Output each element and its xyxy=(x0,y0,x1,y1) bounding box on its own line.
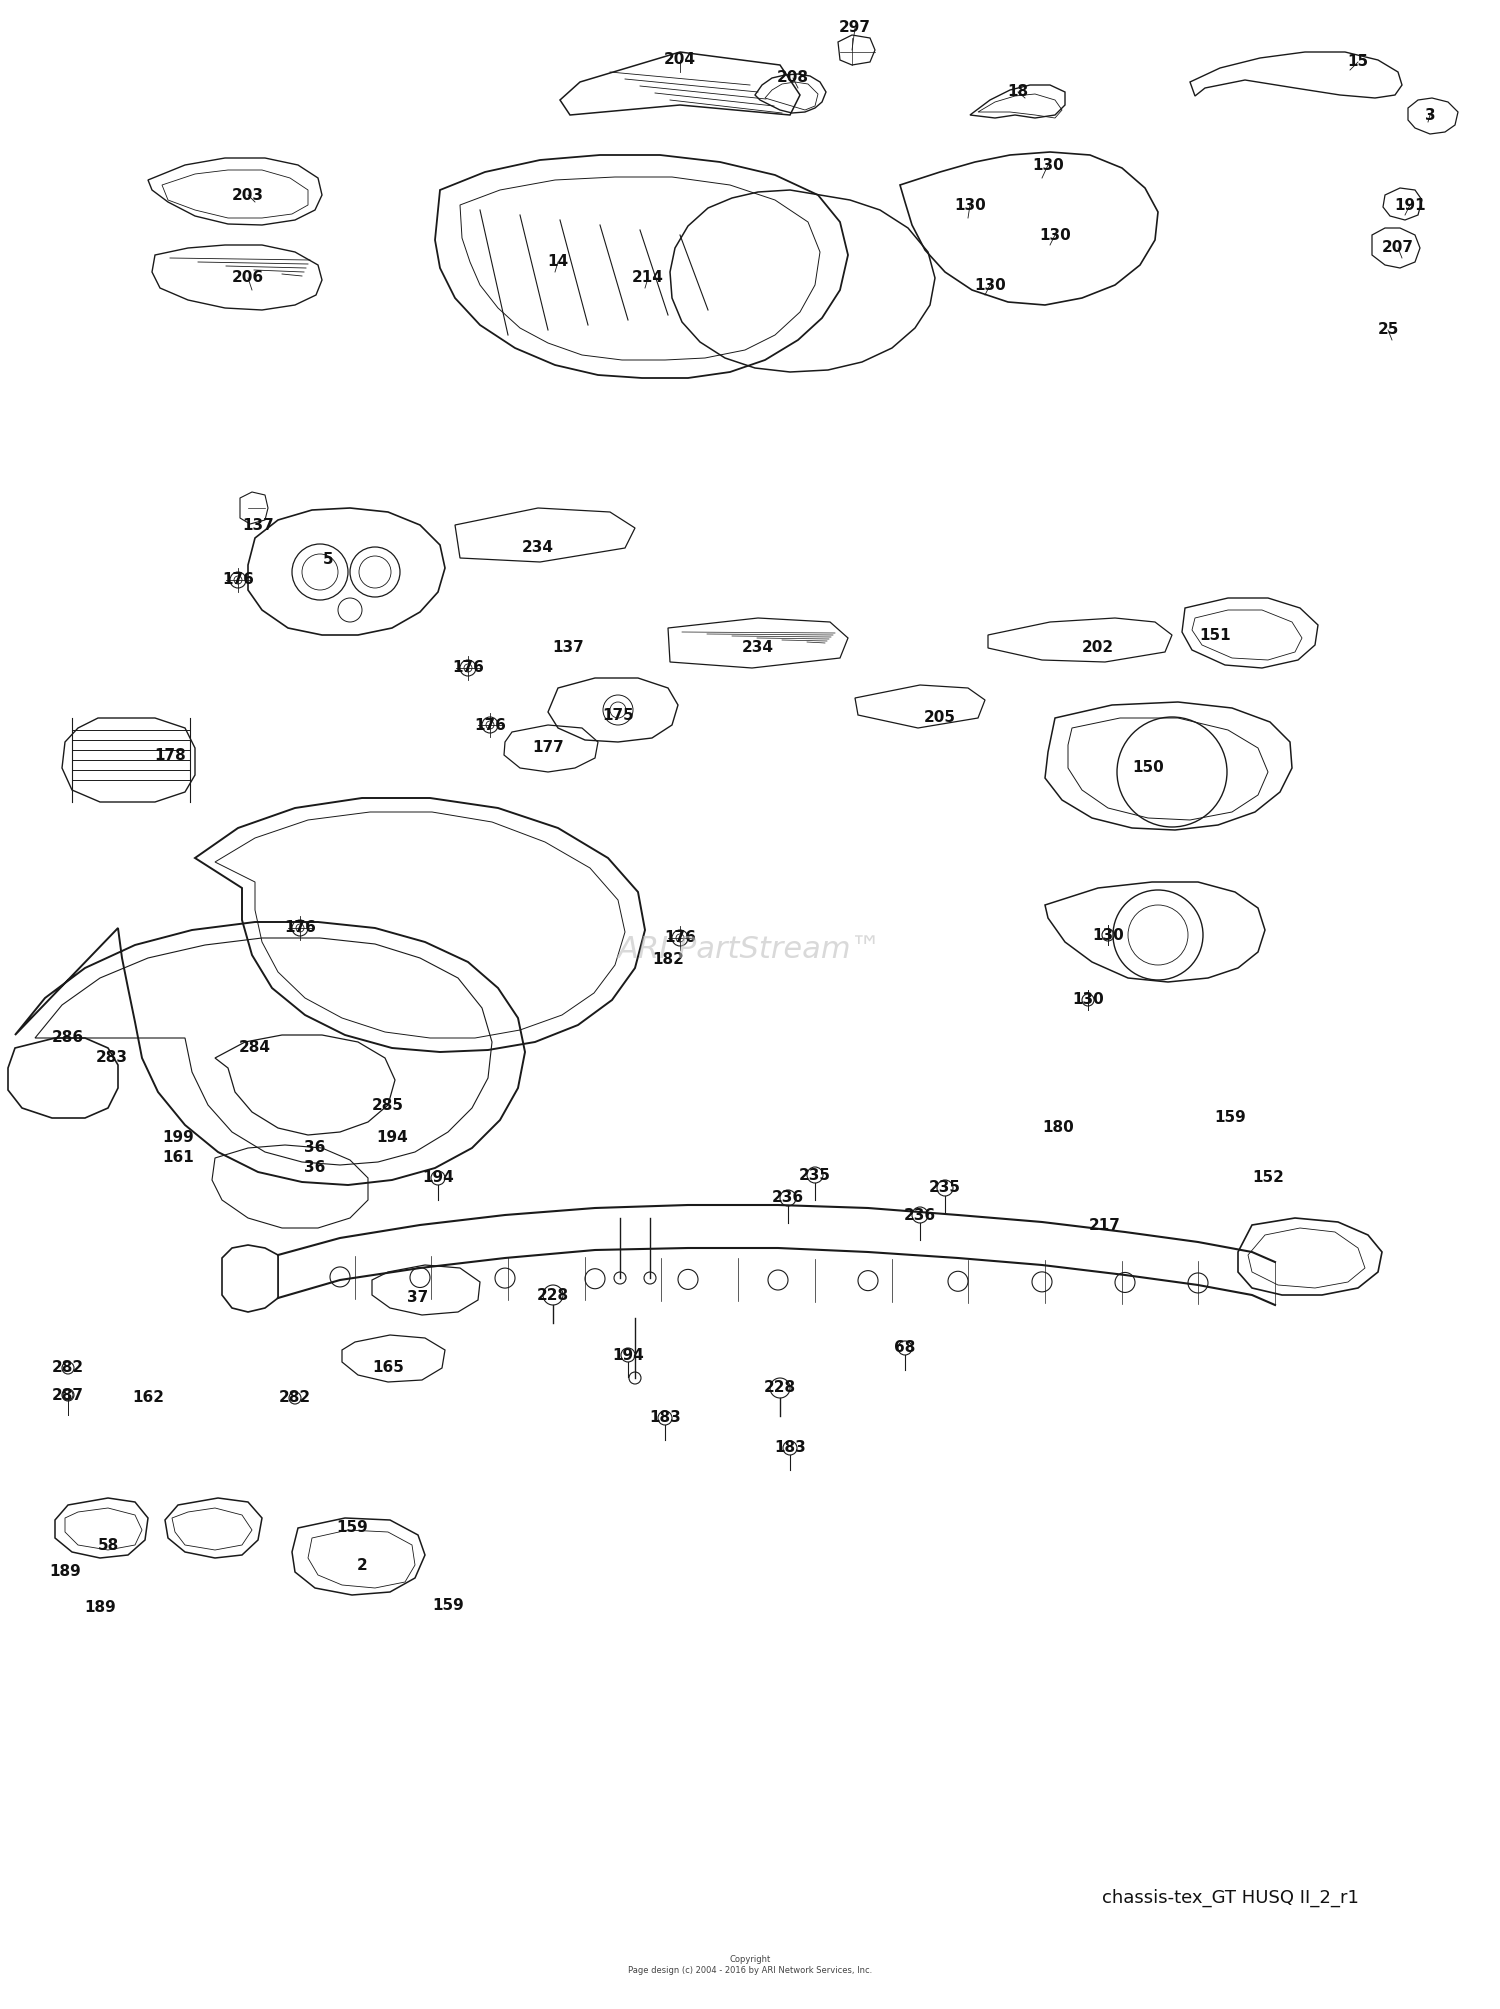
Text: 282: 282 xyxy=(53,1360,84,1376)
Text: 18: 18 xyxy=(1008,84,1029,100)
Text: 162: 162 xyxy=(132,1390,164,1406)
Text: 189: 189 xyxy=(50,1565,81,1579)
Text: 189: 189 xyxy=(84,1601,116,1615)
Text: 15: 15 xyxy=(1347,54,1368,70)
Text: 182: 182 xyxy=(652,952,684,968)
Text: 191: 191 xyxy=(1394,197,1426,213)
Text: 176: 176 xyxy=(452,661,484,675)
Text: 130: 130 xyxy=(974,277,1006,293)
Text: 234: 234 xyxy=(742,641,774,655)
Text: ARI PartStream™: ARI PartStream™ xyxy=(618,936,882,964)
Text: 37: 37 xyxy=(408,1290,429,1306)
Text: 203: 203 xyxy=(232,187,264,203)
Text: 204: 204 xyxy=(664,52,696,68)
Text: 194: 194 xyxy=(422,1171,454,1185)
Text: 285: 285 xyxy=(372,1097,404,1113)
Text: 165: 165 xyxy=(372,1360,404,1376)
Text: 236: 236 xyxy=(772,1191,804,1205)
Text: 286: 286 xyxy=(53,1031,84,1045)
Text: 194: 194 xyxy=(612,1348,644,1362)
Text: 25: 25 xyxy=(1377,323,1398,338)
Text: 2: 2 xyxy=(357,1557,368,1573)
Text: 137: 137 xyxy=(242,518,274,532)
Text: 180: 180 xyxy=(1042,1121,1074,1135)
Text: 236: 236 xyxy=(904,1207,936,1223)
Text: 36: 36 xyxy=(304,1141,326,1155)
Text: 58: 58 xyxy=(98,1537,118,1553)
Text: 214: 214 xyxy=(632,271,664,285)
Text: 68: 68 xyxy=(894,1340,915,1356)
Text: 207: 207 xyxy=(1382,241,1414,255)
Text: 284: 284 xyxy=(238,1041,272,1055)
Text: 234: 234 xyxy=(522,540,554,556)
Text: 206: 206 xyxy=(232,271,264,285)
Text: 176: 176 xyxy=(664,930,696,946)
Text: 297: 297 xyxy=(839,20,872,36)
Text: 159: 159 xyxy=(432,1597,464,1613)
Text: 178: 178 xyxy=(154,747,186,763)
Text: 159: 159 xyxy=(1214,1111,1246,1125)
Text: 194: 194 xyxy=(376,1131,408,1145)
Text: 176: 176 xyxy=(222,573,254,587)
Text: 199: 199 xyxy=(162,1131,194,1145)
Text: 5: 5 xyxy=(322,552,333,567)
Text: 228: 228 xyxy=(537,1288,568,1302)
Text: 130: 130 xyxy=(1040,227,1071,243)
Text: 282: 282 xyxy=(279,1390,310,1406)
Text: 14: 14 xyxy=(548,255,568,269)
Text: chassis-tex_GT HUSQ II_2_r1: chassis-tex_GT HUSQ II_2_r1 xyxy=(1101,1888,1359,1907)
Text: 161: 161 xyxy=(162,1151,194,1165)
Text: 137: 137 xyxy=(552,641,584,655)
Text: 283: 283 xyxy=(96,1051,128,1065)
Text: 130: 130 xyxy=(1072,992,1104,1007)
Text: 152: 152 xyxy=(1252,1171,1284,1185)
Text: 130: 130 xyxy=(1092,928,1124,942)
Text: 202: 202 xyxy=(1082,641,1114,655)
Text: 159: 159 xyxy=(336,1521,368,1535)
Text: 183: 183 xyxy=(650,1410,681,1426)
Text: 217: 217 xyxy=(1089,1217,1120,1232)
Text: 235: 235 xyxy=(928,1181,962,1195)
Text: 287: 287 xyxy=(53,1388,84,1402)
Text: 130: 130 xyxy=(954,197,986,213)
Text: 176: 176 xyxy=(474,717,506,733)
Text: 208: 208 xyxy=(777,70,808,86)
Text: Copyright
Page design (c) 2004 - 2016 by ARI Network Services, Inc.: Copyright Page design (c) 2004 - 2016 by… xyxy=(628,1955,872,1975)
Text: 183: 183 xyxy=(774,1440,806,1455)
Text: 151: 151 xyxy=(1198,627,1231,643)
Text: 176: 176 xyxy=(284,920,316,936)
Text: 177: 177 xyxy=(532,741,564,755)
Text: 36: 36 xyxy=(304,1161,326,1175)
Text: 130: 130 xyxy=(1032,157,1064,173)
Text: 3: 3 xyxy=(1425,108,1436,123)
Text: 205: 205 xyxy=(924,711,956,725)
Text: 228: 228 xyxy=(764,1380,796,1396)
Text: 235: 235 xyxy=(800,1167,831,1183)
Text: 175: 175 xyxy=(602,707,634,723)
Text: 150: 150 xyxy=(1132,761,1164,775)
